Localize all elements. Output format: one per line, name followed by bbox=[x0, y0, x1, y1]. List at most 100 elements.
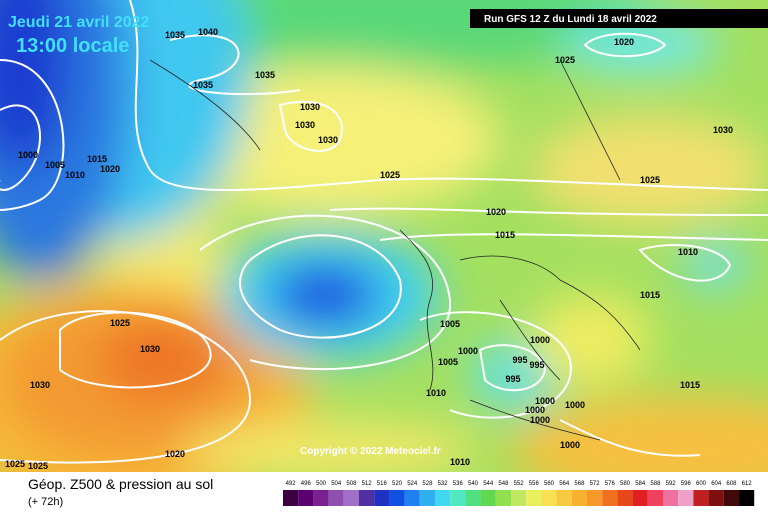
isobar-label: 995 bbox=[505, 374, 520, 384]
isobar-label: 1015 bbox=[640, 290, 660, 300]
scale-label: 500 bbox=[316, 481, 327, 487]
scale-label: 588 bbox=[650, 481, 661, 487]
scale-swatch bbox=[419, 490, 435, 506]
scale-swatch bbox=[541, 490, 557, 506]
isobar-label: 1025 bbox=[110, 318, 130, 328]
scale-label: 580 bbox=[620, 481, 631, 487]
isobar-label: 1035 bbox=[165, 30, 185, 40]
scale-label: 516 bbox=[377, 481, 388, 487]
isobar-label: 1035 bbox=[255, 70, 275, 80]
isobar-label: 1015 bbox=[680, 380, 700, 390]
isobar-label: 1000 bbox=[525, 405, 545, 415]
isobar-label: 1030 bbox=[713, 125, 733, 135]
forecast-date: Jeudi 21 avril 2022 bbox=[8, 14, 150, 31]
scale-label: 512 bbox=[362, 481, 373, 487]
scale-swatch bbox=[511, 490, 527, 506]
scale-label: 564 bbox=[559, 481, 570, 487]
isobar-label: 1000 bbox=[18, 150, 38, 160]
isobar-label: 1030 bbox=[300, 102, 320, 112]
scale-swatch bbox=[678, 490, 694, 506]
isobar-label: 1000 bbox=[565, 400, 585, 410]
scale-label: 508 bbox=[346, 481, 357, 487]
coastlines bbox=[149, 59, 641, 441]
scale-swatch bbox=[587, 490, 603, 506]
scale-label: 612 bbox=[742, 481, 753, 487]
scale-label: 544 bbox=[483, 481, 494, 487]
isobar-label: 1010 bbox=[426, 388, 446, 398]
scale-swatch bbox=[450, 490, 466, 506]
scale-label: 576 bbox=[605, 481, 616, 487]
isobar-label: 1010 bbox=[450, 457, 470, 467]
scale-label: 572 bbox=[590, 481, 601, 487]
isobar-label: 1010 bbox=[678, 247, 698, 257]
scale-label: 524 bbox=[407, 481, 418, 487]
scale-swatch bbox=[343, 490, 359, 506]
isobar-label: 1030 bbox=[295, 120, 315, 130]
run-info: Run GFS 12 Z du Lundi 18 avril 2022 bbox=[484, 14, 657, 25]
scale-swatch bbox=[708, 490, 724, 506]
isobar-label: 1025 bbox=[640, 175, 660, 185]
scale-label: 496 bbox=[301, 481, 312, 487]
legend-subtitle: (+ 72h) bbox=[28, 496, 63, 508]
scale-swatch bbox=[465, 490, 481, 506]
isobar-label: 1005 bbox=[45, 160, 65, 170]
scale-label: 560 bbox=[544, 481, 555, 487]
isobar-label: 1040 bbox=[198, 27, 218, 37]
scale-swatch bbox=[526, 490, 542, 506]
run-banner bbox=[470, 9, 768, 28]
isobar-label: 1030 bbox=[318, 135, 338, 145]
isobar-label: 1030 bbox=[30, 380, 50, 390]
scale-swatch bbox=[647, 490, 663, 506]
isobar-label: 1025 bbox=[28, 461, 48, 471]
scale-swatch bbox=[328, 490, 344, 506]
scale-label: 568 bbox=[574, 481, 585, 487]
scale-swatch bbox=[495, 490, 511, 506]
isobar-label: 995 bbox=[512, 355, 527, 365]
isobar-label: 1005 bbox=[440, 319, 460, 329]
scale-label: 536 bbox=[453, 481, 464, 487]
scale-swatch bbox=[480, 490, 496, 506]
scale-label: 520 bbox=[392, 481, 403, 487]
isobar-label: 1020 bbox=[614, 37, 634, 47]
isobar-label: 1020 bbox=[100, 164, 120, 174]
scale-label: 504 bbox=[331, 481, 342, 487]
isobar-label: 1000 bbox=[535, 396, 555, 406]
scale-swatch bbox=[283, 490, 299, 506]
scale-swatch bbox=[602, 490, 618, 506]
isobars bbox=[0, 0, 768, 464]
isobar-label: 1025 bbox=[555, 55, 575, 65]
scale-swatch bbox=[556, 490, 572, 506]
isobar-label: 1000 bbox=[530, 415, 550, 425]
scale-label: 596 bbox=[681, 481, 692, 487]
legend-title: Géop. Z500 & pression au sol bbox=[28, 476, 213, 492]
scale-swatch bbox=[739, 490, 755, 506]
isobar-label: 1000 bbox=[458, 346, 478, 356]
isobar-label: 1015 bbox=[495, 230, 515, 240]
scale-swatch bbox=[632, 490, 648, 506]
isobar-label: 1015 bbox=[87, 154, 107, 164]
isobar-label: 1025 bbox=[380, 170, 400, 180]
scale-label: 492 bbox=[286, 481, 297, 487]
scale-swatch bbox=[571, 490, 587, 506]
scale-swatch bbox=[313, 490, 329, 506]
isobar-label: 1000 bbox=[530, 335, 550, 345]
scale-swatch bbox=[693, 490, 709, 506]
isobar-label: 1020 bbox=[165, 449, 185, 459]
isobar-label: 1035 bbox=[193, 80, 213, 90]
scale-label: 556 bbox=[529, 481, 540, 487]
isobar-label: 1020 bbox=[486, 207, 506, 217]
scale-swatch bbox=[663, 490, 679, 506]
scale-swatch bbox=[298, 490, 314, 506]
scale-label: 540 bbox=[468, 481, 479, 487]
scale-swatch bbox=[374, 490, 390, 506]
scale-label: 592 bbox=[666, 481, 677, 487]
scale-label: 528 bbox=[422, 481, 433, 487]
scale-label: 600 bbox=[696, 481, 707, 487]
scale-label: 532 bbox=[438, 481, 449, 487]
scale-swatch bbox=[359, 490, 375, 506]
isobar-label: 1005 bbox=[438, 357, 458, 367]
scale-label: 552 bbox=[514, 481, 525, 487]
scale-swatch bbox=[404, 490, 420, 506]
